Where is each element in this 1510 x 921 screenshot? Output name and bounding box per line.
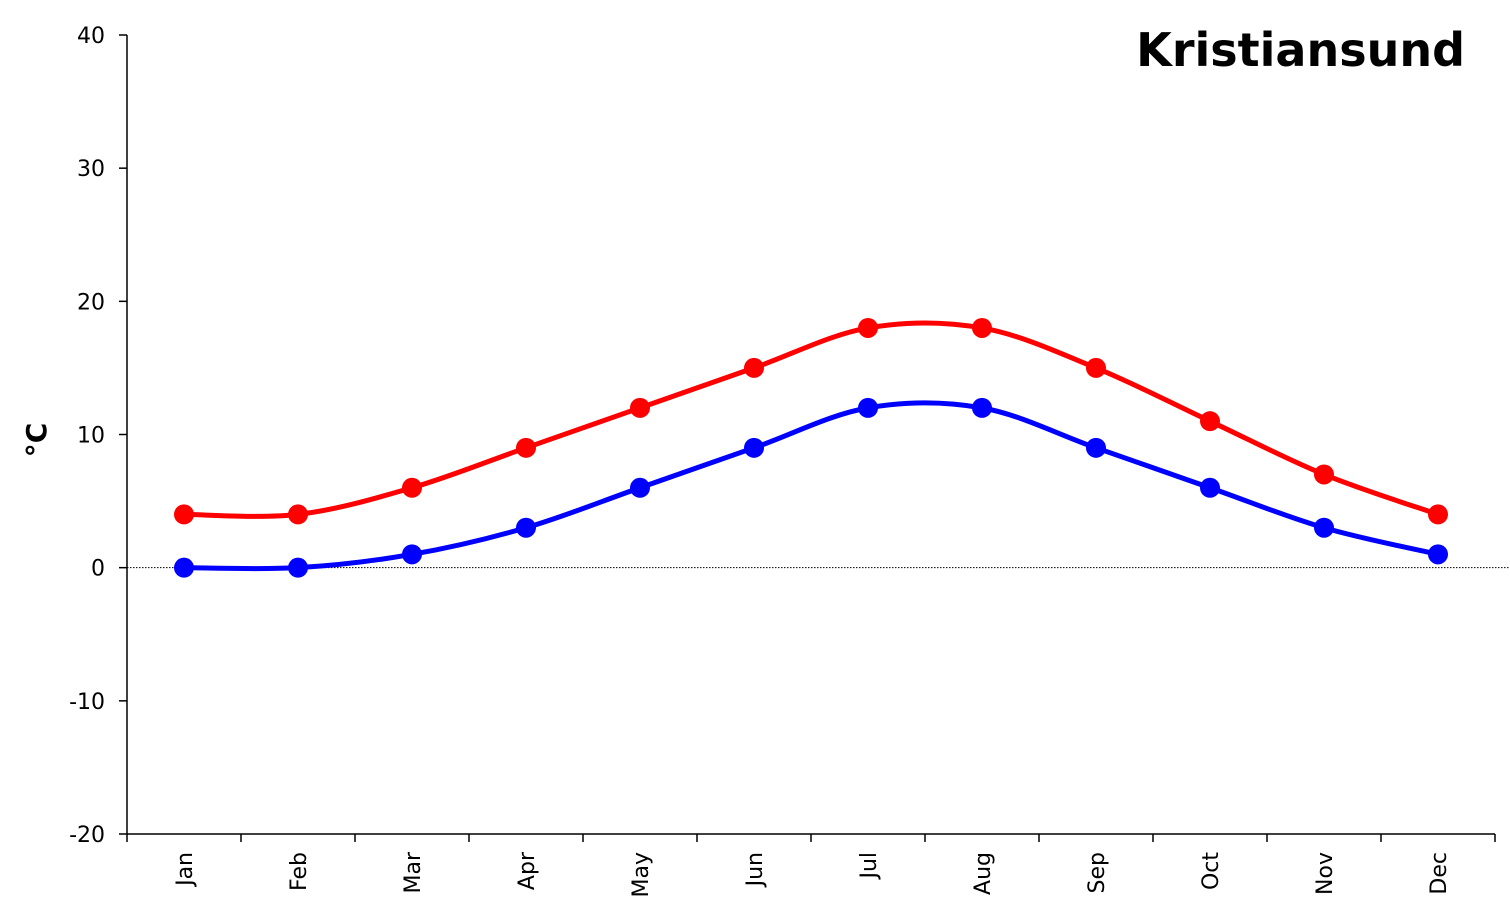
data-point <box>402 477 422 498</box>
series-0 <box>174 317 1448 525</box>
data-point <box>1314 464 1334 485</box>
x-tick-label: Sep <box>1085 852 1110 893</box>
axes: -20 -10 0 10 20 30 40 Jan Feb Mar Apr May Jun Jul Aug S… <box>69 24 1510 897</box>
series-line <box>183 320 1439 519</box>
y-tick-label: 40 <box>77 24 105 49</box>
y-tick-label: 20 <box>77 290 105 315</box>
x-tick-label: Jul <box>857 852 882 881</box>
y-tick-label: -10 <box>69 690 105 715</box>
data-point <box>1428 504 1448 525</box>
x-tick-label: Feb <box>287 852 312 891</box>
x-tick-label: Dec <box>1427 852 1452 895</box>
series-line <box>183 400 1439 572</box>
data-point <box>1086 357 1106 378</box>
data-point <box>1200 411 1220 432</box>
y-tick-label: -20 <box>69 823 105 848</box>
y-tick-label: 30 <box>77 157 105 182</box>
data-point <box>174 504 194 525</box>
data-point <box>288 557 308 578</box>
data-point <box>1086 437 1106 458</box>
data-point <box>744 357 764 378</box>
y-axis-label: °C <box>20 423 53 458</box>
x-tick-label: May <box>629 852 654 897</box>
data-point <box>516 437 536 458</box>
data-point <box>972 397 992 418</box>
data-point <box>288 504 308 525</box>
data-point <box>972 317 992 338</box>
chart-title: Kristiansund <box>1136 23 1465 77</box>
data-point <box>858 397 878 418</box>
y-tick-label: 10 <box>77 424 105 449</box>
x-tick-label: Mar <box>401 851 426 893</box>
data-point <box>1428 544 1448 565</box>
y-tick-label: 0 <box>91 557 105 582</box>
data-point <box>630 477 650 498</box>
data-point <box>744 437 764 458</box>
x-tick-label: Oct <box>1199 852 1224 890</box>
data-point <box>1314 517 1334 538</box>
x-tick-label: Jan <box>173 852 198 888</box>
data-point <box>630 397 650 418</box>
x-tick-label: Nov <box>1313 852 1338 895</box>
series-layer <box>174 317 1448 578</box>
data-point <box>1200 477 1220 498</box>
data-point <box>858 317 878 338</box>
data-point <box>516 517 536 538</box>
data-point <box>402 544 422 565</box>
data-point <box>174 557 194 578</box>
series-1 <box>174 397 1448 578</box>
x-tick-label: Apr <box>515 851 540 890</box>
x-tick-label: Jun <box>743 852 768 888</box>
x-tick-label: Aug <box>971 852 996 895</box>
